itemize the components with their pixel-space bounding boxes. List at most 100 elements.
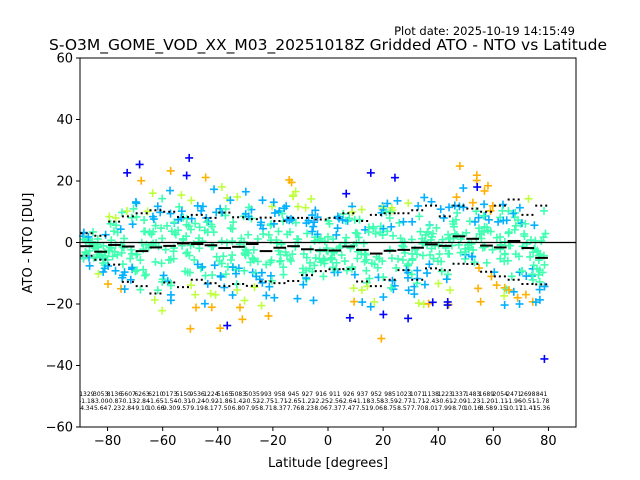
data-point bbox=[313, 230, 322, 239]
data-point bbox=[258, 196, 267, 205]
bin-mean-label: -1.96 bbox=[506, 398, 522, 405]
bin-mean-label: -2.43 bbox=[424, 398, 440, 405]
bin-count: 9536 bbox=[189, 391, 204, 398]
bin-count: 937 bbox=[357, 391, 369, 398]
data-point bbox=[370, 260, 379, 269]
bin-count: 6210 bbox=[148, 391, 163, 398]
data-point bbox=[266, 271, 275, 280]
data-point bbox=[217, 237, 226, 246]
data-point bbox=[182, 232, 191, 241]
data-point bbox=[500, 291, 509, 300]
bin-mean-label: -2.64 bbox=[341, 398, 357, 405]
data-point bbox=[444, 249, 453, 258]
bin-std-label: 7.50 bbox=[218, 405, 232, 412]
data-point bbox=[499, 216, 508, 225]
data-point bbox=[480, 186, 489, 195]
data-point bbox=[413, 266, 422, 275]
data-point bbox=[201, 271, 210, 280]
bin-std-label: 10.16 bbox=[464, 405, 481, 412]
data-point bbox=[274, 227, 283, 236]
data-point bbox=[262, 291, 271, 300]
data-point bbox=[190, 255, 199, 264]
data-point bbox=[371, 229, 380, 238]
data-point bbox=[387, 283, 396, 292]
data-point bbox=[118, 208, 127, 217]
data-point bbox=[228, 251, 237, 260]
data-point bbox=[404, 199, 413, 208]
bin-mean-label: -2.84 bbox=[134, 398, 150, 405]
data-point bbox=[473, 183, 482, 192]
data-point bbox=[309, 296, 318, 305]
data-point bbox=[488, 245, 497, 254]
data-point bbox=[187, 196, 196, 205]
data-point bbox=[92, 253, 101, 262]
data-point bbox=[387, 222, 396, 231]
data-point bbox=[435, 250, 444, 259]
data-point bbox=[464, 245, 473, 254]
data-point bbox=[398, 255, 407, 264]
bin-count: 985 bbox=[384, 391, 396, 398]
data-point bbox=[195, 223, 204, 232]
data-point bbox=[169, 254, 178, 263]
data-point bbox=[392, 263, 401, 272]
chart-title: S-O3M_GOME_VOD_XX_M03_20251018Z Gridded … bbox=[49, 36, 607, 55]
data-point bbox=[494, 217, 503, 226]
data-point bbox=[250, 283, 259, 292]
data-point bbox=[221, 204, 230, 213]
data-point bbox=[126, 275, 135, 284]
data-point bbox=[151, 221, 160, 230]
data-point bbox=[472, 207, 481, 216]
bin-std-label: 8.23 bbox=[301, 405, 315, 412]
data-point bbox=[149, 239, 158, 248]
data-point bbox=[420, 237, 429, 246]
data-point bbox=[182, 171, 191, 180]
data-point bbox=[362, 266, 371, 275]
data-point bbox=[452, 193, 461, 202]
data-point bbox=[360, 257, 369, 266]
data-point bbox=[541, 229, 550, 238]
data-point bbox=[259, 230, 268, 239]
bin-mean-label: -1.18 bbox=[355, 398, 371, 405]
data-point bbox=[166, 209, 175, 218]
data-point bbox=[167, 227, 176, 236]
data-point bbox=[206, 289, 215, 298]
data-point bbox=[120, 268, 129, 277]
data-point bbox=[329, 235, 338, 244]
data-point bbox=[404, 286, 413, 295]
data-point bbox=[427, 197, 436, 206]
data-point bbox=[303, 229, 312, 238]
bin-count: 1223 bbox=[437, 391, 452, 398]
data-point bbox=[383, 199, 392, 208]
data-point bbox=[278, 209, 287, 218]
bin-count: 5035 bbox=[245, 391, 260, 398]
data-point bbox=[270, 293, 279, 302]
data-point bbox=[223, 321, 232, 330]
y-axis-label: ATO - NTO [DU] bbox=[21, 193, 36, 294]
data-point bbox=[462, 228, 471, 237]
x-axis-ticks: −80 −60 −40 −20 0 20 40 60 80 bbox=[94, 427, 557, 449]
data-point bbox=[511, 250, 520, 259]
data-point bbox=[362, 255, 371, 264]
x-tick-label: −60 bbox=[149, 434, 176, 449]
bin-count: 0173 bbox=[162, 391, 177, 398]
data-point bbox=[298, 268, 307, 277]
data-point bbox=[209, 228, 218, 237]
bin-mean-label: -1.22 bbox=[300, 398, 316, 405]
data-point bbox=[307, 194, 316, 203]
data-point bbox=[379, 293, 388, 302]
data-point bbox=[403, 261, 412, 270]
data-point bbox=[437, 257, 446, 266]
bin-std-label: 4.34 bbox=[80, 405, 94, 412]
bin-mean-label: -3.59 bbox=[382, 398, 398, 405]
y-tick-label: −20 bbox=[46, 298, 73, 313]
data-point bbox=[446, 286, 455, 295]
data-point bbox=[217, 182, 226, 191]
data-point bbox=[513, 293, 522, 302]
data-point bbox=[348, 208, 357, 217]
data-point bbox=[420, 280, 429, 289]
data-point bbox=[269, 198, 278, 207]
data-point bbox=[291, 218, 300, 227]
x-axis-label: Latitude [degrees] bbox=[268, 456, 388, 471]
bin-count: 2054 bbox=[493, 391, 508, 398]
bin-std-label: 8.58 bbox=[480, 405, 494, 412]
